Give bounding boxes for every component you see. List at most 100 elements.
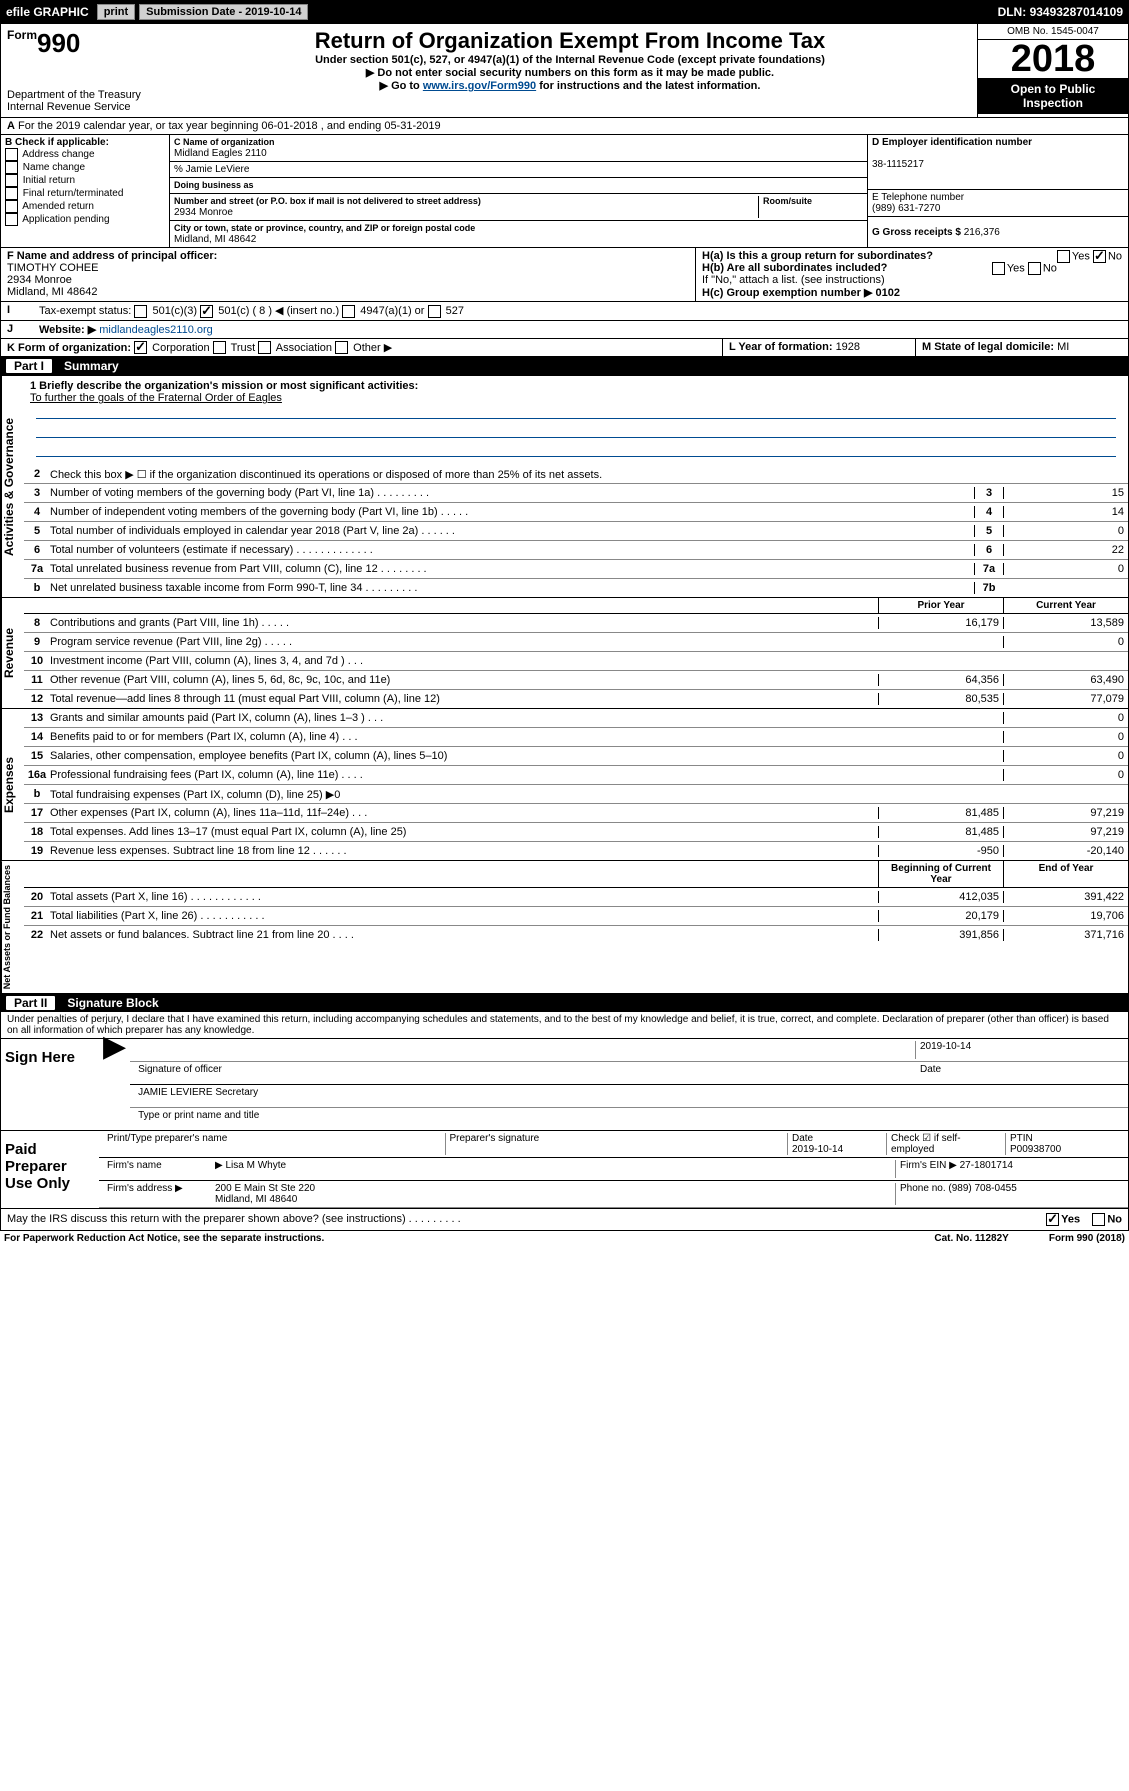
perjury-statement: Under penalties of perjury, I declare th… [0, 1012, 1129, 1039]
summary-line: bTotal fundraising expenses (Part IX, co… [24, 785, 1128, 804]
h-b-label: H(b) Are all subordinates included? [702, 262, 887, 274]
tax-year: 2018 [978, 40, 1128, 78]
part-2-header: Part II Signature Block [0, 994, 1129, 1012]
checkbox-discuss-no[interactable] [1092, 1213, 1105, 1226]
checkbox-trust[interactable] [213, 341, 226, 354]
summary-line: 9Program service revenue (Part VIII, lin… [24, 633, 1128, 652]
city-state-zip: Midland, MI 48642 [174, 234, 256, 245]
year-formation: 1928 [836, 341, 860, 353]
sign-date: 2019-10-14 [915, 1041, 1124, 1059]
checkbox-501c3[interactable] [134, 305, 147, 318]
section-b-checkboxes: B Check if applicable: Address change Na… [1, 135, 170, 247]
h-a-label: H(a) Is this a group return for subordin… [702, 250, 933, 262]
summary-line: 7aTotal unrelated business revenue from … [24, 560, 1128, 579]
vert-net-assets: Net Assets or Fund Balances [1, 861, 24, 993]
form-header: Form990 Department of the Treasury Inter… [0, 24, 1129, 118]
summary-line: 10Investment income (Part VIII, column (… [24, 652, 1128, 671]
officer-group-row: F Name and address of principal officer:… [0, 248, 1129, 302]
checkbox-assoc[interactable] [258, 341, 271, 354]
checkbox-name-change[interactable] [5, 161, 18, 174]
signature-label: Signature of officer [134, 1064, 916, 1082]
summary-line: 12Total revenue—add lines 8 through 11 (… [24, 690, 1128, 708]
checkbox-ha-yes[interactable] [1057, 250, 1070, 263]
h-b-note: If "No," attach a list. (see instruction… [702, 274, 1122, 286]
summary-line: 19Revenue less expenses. Subtract line 1… [24, 842, 1128, 860]
part-1-header: Part I Summary [0, 357, 1129, 375]
firm-phone: (989) 708-0455 [948, 1183, 1016, 1194]
form-number: Form990 [7, 28, 157, 59]
col-begin-year: Beginning of Current Year [878, 861, 1003, 887]
checkbox-discuss-yes[interactable] [1046, 1213, 1059, 1226]
checkbox-other[interactable] [335, 341, 348, 354]
officer-name: TIMOTHY COHEE [7, 262, 98, 274]
vert-expenses: Expenses [1, 709, 24, 860]
summary-line: 11Other revenue (Part VIII, column (A), … [24, 671, 1128, 690]
ein: 38-1115217 [872, 159, 924, 170]
gross-receipts: 216,376 [964, 227, 1000, 238]
page-footer: For Paperwork Reduction Act Notice, see … [0, 1231, 1129, 1246]
checkbox-ha-no[interactable] [1093, 250, 1106, 263]
preparer-name-hdr: Print/Type preparer's name [103, 1133, 445, 1155]
checkbox-amended[interactable] [5, 200, 18, 213]
tax-exempt-label: Tax-exempt status: [39, 305, 131, 317]
website-link[interactable]: midlandeagles2110.org [99, 324, 213, 336]
identification-grid: B Check if applicable: Address change Na… [0, 135, 1129, 248]
col-current-year: Current Year [1003, 598, 1128, 613]
paid-preparer-label: Paid Preparer Use Only [1, 1131, 99, 1208]
summary-line: bNet unrelated business taxable income f… [24, 579, 1128, 597]
checkbox-527[interactable] [428, 305, 441, 318]
room-suite-label: Room/suite [763, 196, 812, 206]
summary-line: 20Total assets (Part X, line 16) . . . .… [24, 888, 1128, 907]
summary-line: 3Number of voting members of the governi… [24, 484, 1128, 503]
checkbox-hb-yes[interactable] [992, 262, 1005, 275]
firm-name-label: Firm's name [103, 1160, 211, 1178]
summary-line: 17Other expenses (Part IX, column (A), l… [24, 804, 1128, 823]
checkbox-501c[interactable] [200, 305, 213, 318]
checkbox-address-change[interactable] [5, 148, 18, 161]
print-button[interactable]: print [97, 4, 135, 20]
ptin: P00938700 [1010, 1144, 1061, 1155]
vert-revenue: Revenue [1, 598, 24, 708]
summary-line: 14Benefits paid to or for members (Part … [24, 728, 1128, 747]
firm-addr1: 200 E Main St Ste 220 [215, 1183, 315, 1194]
form-subtitle-1: Under section 501(c), 527, or 4947(a)(1)… [167, 54, 973, 66]
dept-treasury: Department of the Treasury [7, 89, 157, 101]
dba-label: Doing business as [174, 180, 254, 190]
summary-line: 6Total number of volunteers (estimate if… [24, 541, 1128, 560]
preparer-name: ▶ Lisa M Whyte [211, 1160, 895, 1178]
summary-line: 22Net assets or fund balances. Subtract … [24, 926, 1128, 944]
irs-label: Internal Revenue Service [7, 101, 157, 113]
summary-line: 5Total number of individuals employed in… [24, 522, 1128, 541]
checkbox-application-pending[interactable] [5, 213, 18, 226]
checkbox-4947[interactable] [342, 305, 355, 318]
form-subtitle-2: ▶ Do not enter social security numbers o… [167, 66, 973, 79]
summary-line: 8Contributions and grants (Part VIII, li… [24, 614, 1128, 633]
checkbox-hb-no[interactable] [1028, 262, 1041, 275]
open-public-badge: Open to Public Inspection [978, 78, 1128, 114]
submission-date-button[interactable]: Submission Date - 2019-10-14 [139, 4, 308, 20]
firm-addr-label: Firm's address ▶ [103, 1183, 211, 1205]
sign-here-label: Sign Here [1, 1039, 99, 1130]
form-subtitle-3: ▶ Go to www.irs.gov/Form990 for instruct… [167, 79, 973, 92]
mission-question: 1 Briefly describe the organization's mi… [30, 380, 418, 392]
checkbox-initial-return[interactable] [5, 174, 18, 187]
date-label: Date [916, 1064, 1124, 1082]
summary-line: 4Number of independent voting members of… [24, 503, 1128, 522]
state-domicile: MI [1057, 341, 1069, 353]
summary-line: 13Grants and similar amounts paid (Part … [24, 709, 1128, 728]
checkbox-corp[interactable] [134, 341, 147, 354]
mission-answer: To further the goals of the Fraternal Or… [30, 392, 282, 404]
summary-line: 15Salaries, other compensation, employee… [24, 747, 1128, 766]
irs-link[interactable]: www.irs.gov/Form990 [423, 80, 536, 92]
org-name: Midland Eagles 2110 [174, 148, 267, 159]
arrow-icon: ▶ [99, 1039, 130, 1130]
checkbox-final-return[interactable] [5, 187, 18, 200]
preparer-sig-hdr: Preparer's signature [445, 1133, 788, 1155]
vert-activities-governance: Activities & Governance [1, 376, 24, 597]
efile-label: efile GRAPHIC [0, 5, 95, 19]
summary-line: 18Total expenses. Add lines 13–17 (must … [24, 823, 1128, 842]
firm-addr2: Midland, MI 48640 [215, 1194, 297, 1205]
firm-ein: 27-1801714 [960, 1160, 1013, 1171]
col-end-year: End of Year [1003, 861, 1128, 887]
type-name-label: Type or print name and title [134, 1110, 263, 1128]
